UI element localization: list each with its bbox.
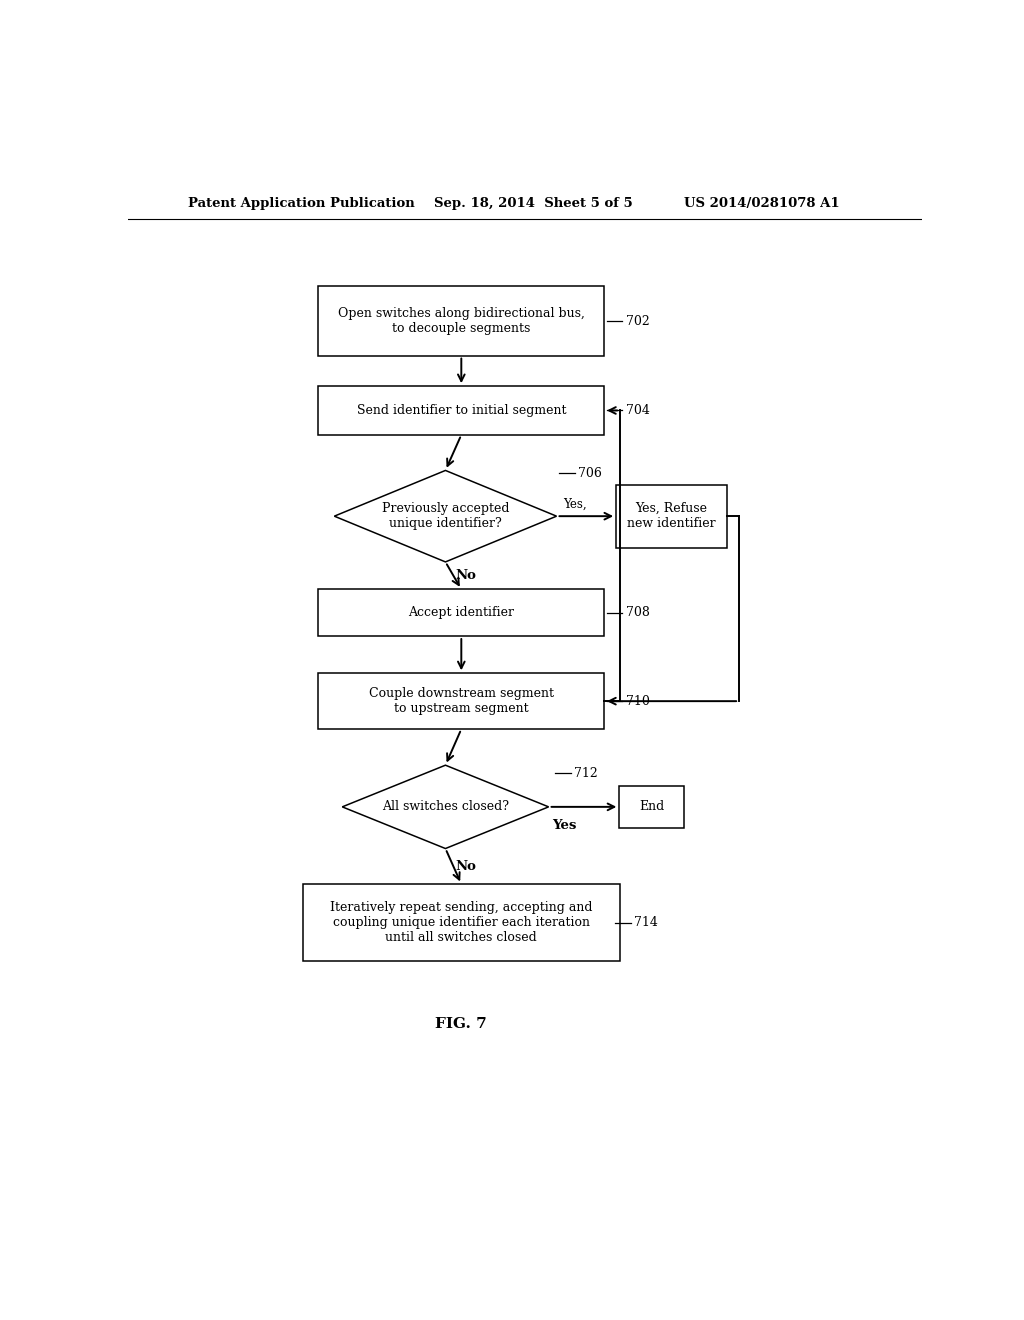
FancyBboxPatch shape bbox=[620, 785, 684, 828]
Text: Yes,: Yes, bbox=[563, 498, 587, 511]
Text: 714: 714 bbox=[634, 916, 658, 929]
Text: End: End bbox=[639, 800, 665, 813]
Polygon shape bbox=[334, 470, 557, 562]
Text: Patent Application Publication: Patent Application Publication bbox=[187, 197, 415, 210]
Text: Sep. 18, 2014  Sheet 5 of 5: Sep. 18, 2014 Sheet 5 of 5 bbox=[433, 197, 632, 210]
Text: US 2014/0281078 A1: US 2014/0281078 A1 bbox=[684, 197, 839, 210]
Text: FIG. 7: FIG. 7 bbox=[435, 1018, 487, 1031]
Text: Previously accepted
unique identifier?: Previously accepted unique identifier? bbox=[382, 502, 509, 531]
FancyBboxPatch shape bbox=[303, 884, 620, 961]
Text: No: No bbox=[455, 859, 476, 873]
Text: 712: 712 bbox=[574, 767, 598, 780]
Text: 704: 704 bbox=[626, 404, 649, 417]
Text: Yes, Refuse
new identifier: Yes, Refuse new identifier bbox=[628, 502, 716, 531]
Text: Yes: Yes bbox=[553, 818, 577, 832]
FancyBboxPatch shape bbox=[616, 484, 727, 548]
FancyBboxPatch shape bbox=[318, 385, 604, 434]
Text: Send identifier to initial segment: Send identifier to initial segment bbox=[356, 404, 566, 417]
Text: Iteratively repeat sending, accepting and
coupling unique identifier each iterat: Iteratively repeat sending, accepting an… bbox=[330, 902, 593, 944]
Text: All switches closed?: All switches closed? bbox=[382, 800, 509, 813]
Text: Couple downstream segment
to upstream segment: Couple downstream segment to upstream se… bbox=[369, 688, 554, 715]
FancyBboxPatch shape bbox=[318, 589, 604, 636]
Text: 706: 706 bbox=[578, 467, 602, 480]
Polygon shape bbox=[342, 766, 549, 849]
Text: 710: 710 bbox=[626, 694, 649, 708]
Text: Accept identifier: Accept identifier bbox=[409, 606, 514, 619]
Text: 708: 708 bbox=[626, 606, 649, 619]
Text: No: No bbox=[455, 569, 476, 582]
Text: Open switches along bidirectional bus,
to decouple segments: Open switches along bidirectional bus, t… bbox=[338, 308, 585, 335]
FancyBboxPatch shape bbox=[318, 673, 604, 729]
FancyBboxPatch shape bbox=[318, 286, 604, 355]
Text: 702: 702 bbox=[626, 314, 649, 327]
